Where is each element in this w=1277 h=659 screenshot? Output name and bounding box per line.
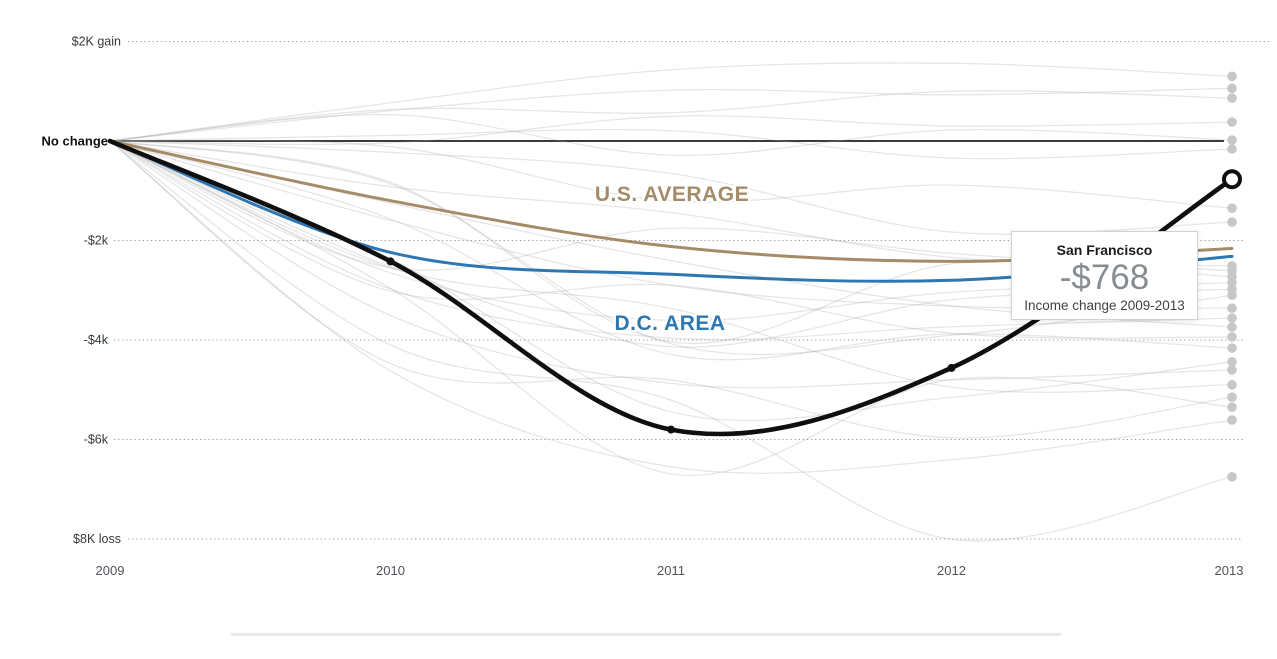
metro-endpoint-dot[interactable] xyxy=(1227,71,1237,82)
metro-line[interactable] xyxy=(109,140,1233,477)
metro-endpoint-dot[interactable] xyxy=(1227,357,1237,367)
tooltip-value: -$768 xyxy=(1059,257,1150,297)
metro-endpoint-dot[interactable] xyxy=(1227,203,1237,213)
metro-endpoint-dot[interactable] xyxy=(1227,322,1237,332)
san-francisco-point-2010[interactable] xyxy=(386,257,395,266)
metro-endpoint-dot[interactable] xyxy=(1227,217,1237,227)
metro-endpoint-dot[interactable] xyxy=(1227,290,1237,301)
metro-line[interactable] xyxy=(109,140,1233,341)
metro-line[interactable] xyxy=(109,140,1233,393)
x-axis-label-2011: 2011 xyxy=(657,563,685,578)
dc-area-series-label: D.C. AREA xyxy=(614,312,725,335)
bottom-divider xyxy=(231,633,1061,636)
san-francisco-end-open-circle[interactable] xyxy=(1222,169,1242,190)
y-axis-label-no-change: No change xyxy=(42,134,108,149)
metro-line[interactable] xyxy=(109,140,1233,542)
metro-line[interactable] xyxy=(109,62,1233,142)
metro-endpoint-dot[interactable] xyxy=(1227,83,1237,94)
metro-endpoint-dot[interactable] xyxy=(1227,402,1237,413)
endpoint-dots-layer xyxy=(1227,71,1237,482)
metro-endpoint-dot[interactable] xyxy=(1227,380,1237,390)
san-francisco-point-2011[interactable] xyxy=(667,425,675,434)
x-axis-label-2009: 2009 xyxy=(96,563,125,578)
metro-line[interactable] xyxy=(109,140,1233,339)
metro-endpoint-dot[interactable] xyxy=(1227,415,1237,425)
tooltip-caption: Income change 2009-2013 xyxy=(1024,297,1185,313)
metro-line[interactable] xyxy=(109,140,1233,389)
metro-endpoint-dot[interactable] xyxy=(1227,392,1237,403)
metro-endpoint-dot[interactable] xyxy=(1227,135,1237,145)
metro-line[interactable] xyxy=(109,140,1233,439)
tooltip-city: San Francisco xyxy=(1056,242,1153,258)
metro-endpoint-dot[interactable] xyxy=(1227,332,1237,342)
y-axis-label-minus-6k: -$6k xyxy=(84,433,109,447)
series-markers-layer xyxy=(386,169,1242,434)
metro-endpoint-dot[interactable] xyxy=(1227,144,1237,154)
metro-endpoint-dot[interactable] xyxy=(1227,343,1237,353)
metro-endpoint-dot[interactable] xyxy=(1227,365,1237,375)
metro-line[interactable] xyxy=(109,90,1233,142)
metro-line[interactable] xyxy=(109,140,1233,361)
y-axis-label-8k-loss: $8K loss xyxy=(73,532,121,546)
metro-line[interactable] xyxy=(109,113,1233,156)
gridlines-layer xyxy=(110,40,1272,540)
metro-endpoint-dot[interactable] xyxy=(1227,303,1237,314)
metro-endpoint-dot[interactable] xyxy=(1227,93,1237,103)
metro-line[interactable] xyxy=(109,115,1233,146)
y-axis-label-2k-gain: $2K gain xyxy=(72,35,121,49)
metro-line[interactable] xyxy=(109,87,1233,142)
x-axis-label-2012: 2012 xyxy=(937,563,966,578)
y-axis-label-minus-2k: -$2k xyxy=(84,234,109,248)
metro-line[interactable] xyxy=(109,140,1233,474)
x-axis-label-2013: 2013 xyxy=(1215,563,1244,578)
metro-endpoint-dot[interactable] xyxy=(1227,313,1237,323)
y-axis-label-minus-4k: -$4k xyxy=(84,333,109,347)
tooltip: San Francisco -$768 Income change 2009-2… xyxy=(1011,231,1198,320)
metro-line[interactable] xyxy=(109,139,1233,209)
metro-endpoint-dot[interactable] xyxy=(1227,117,1237,127)
metro-line[interactable] xyxy=(109,128,1233,160)
metro-line[interactable] xyxy=(109,140,1233,356)
us-average-series-label: U.S. AVERAGE xyxy=(595,183,749,206)
metro-endpoint-dot[interactable] xyxy=(1227,472,1237,482)
x-axis-label-2010: 2010 xyxy=(376,563,405,578)
san-francisco-point-2012[interactable] xyxy=(947,363,956,372)
